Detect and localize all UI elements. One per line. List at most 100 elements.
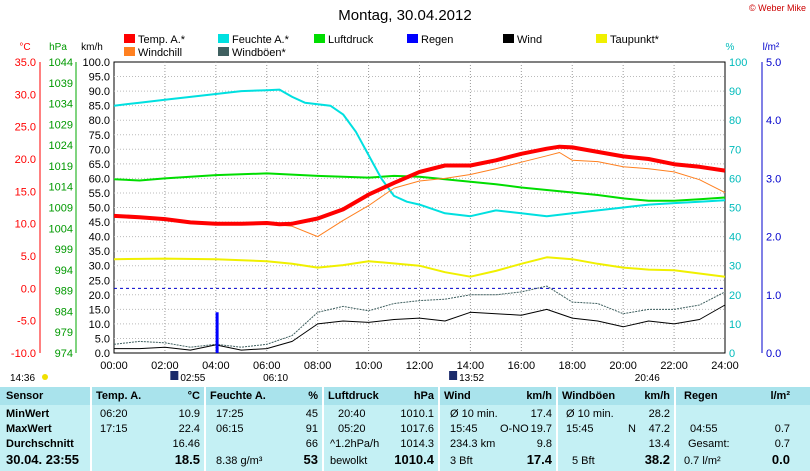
pressure-tick-label: 1014 bbox=[49, 182, 73, 194]
current-label: 30.04. 23:55 bbox=[6, 452, 80, 467]
min-label: MinWert bbox=[6, 408, 50, 420]
stats-table: Sensor MinWert MaxWert Durchschnitt 30.0… bbox=[0, 387, 810, 471]
feuchte-absolute: 8.38 g/m³ bbox=[216, 455, 263, 467]
wind-tick-label: 55.0 bbox=[89, 188, 110, 200]
x-tick-label: 08:00 bbox=[304, 360, 332, 372]
wind-tick-label: 0.0 bbox=[95, 348, 110, 360]
legend-label-regen: Regen bbox=[421, 34, 453, 46]
legend-swatch-windchill bbox=[124, 47, 135, 56]
series-luftdruck bbox=[113, 172, 726, 202]
grid bbox=[114, 62, 725, 353]
humidity-tick-label: 70 bbox=[729, 144, 741, 156]
sun-marker bbox=[42, 374, 48, 380]
pressure-tick-label: 1034 bbox=[49, 99, 73, 111]
windboeen-avg10-value: 28.2 bbox=[648, 408, 670, 420]
series-temp-a bbox=[113, 144, 726, 227]
stats-col-temp: Temp. A. °C 06:20 10.9 17:15 22.4 16.46 … bbox=[92, 387, 204, 471]
windboeen-header: Windböen bbox=[562, 390, 616, 402]
wind-tick-label: 90.0 bbox=[89, 86, 110, 98]
wind-tick-label: 65.0 bbox=[89, 159, 110, 171]
temp-tick-label: 0.0 bbox=[21, 283, 36, 295]
pressure-tick-label: 994 bbox=[55, 265, 73, 277]
feuchte-unit: % bbox=[308, 390, 318, 402]
regen-day-sum: 0.7 l/m² bbox=[684, 455, 721, 467]
pressure-tick-label: 984 bbox=[55, 306, 73, 318]
windboeen-unit: km/h bbox=[644, 390, 670, 402]
temp-current: 18.5 bbox=[174, 452, 200, 467]
wind-max-direction: O-NO bbox=[500, 423, 529, 435]
feuchte-avg: 66 bbox=[305, 438, 318, 450]
legend: Temp. A.*Windchill Feuchte A.*Windböen* Lu… bbox=[124, 34, 660, 59]
luftdruck-avg: 1014.3 bbox=[400, 438, 434, 450]
wind-tick-label: 25.0 bbox=[89, 275, 110, 287]
rain-tick-label: 2.0 bbox=[766, 232, 781, 244]
wind-header: Wind bbox=[444, 390, 471, 402]
windboeen-avg10-label: Ø 10 min. bbox=[566, 408, 614, 420]
temp-min-value: 10.9 bbox=[178, 408, 200, 420]
wind-current: 17.4 bbox=[526, 452, 552, 467]
wind-tick-label: 45.0 bbox=[89, 217, 110, 229]
temp-tick-label: 35.0 bbox=[15, 57, 36, 69]
wind-tick-label: 60.0 bbox=[89, 173, 110, 185]
luftdruck-unit: hPa bbox=[413, 390, 434, 402]
rain-tick-label: 5.0 bbox=[766, 57, 781, 69]
regen-total-label: Gesamt: bbox=[688, 438, 730, 450]
avg-label: Durchschnitt bbox=[6, 438, 74, 450]
regen-current: 0.0 bbox=[771, 452, 790, 467]
legend-label-temp: Temp. A.* bbox=[138, 34, 186, 46]
legend-label-feuchte: Feuchte A.* bbox=[232, 34, 290, 46]
temp-tick-label: 20.0 bbox=[15, 154, 36, 166]
legend-label-windboeen: Windböen* bbox=[232, 47, 287, 59]
legend-swatch-luftdruck bbox=[314, 34, 325, 43]
annotations: 14:36 02:55 06:10 13:52 20:46 bbox=[10, 371, 660, 384]
wind-avg10-value: 17.4 bbox=[530, 408, 552, 420]
stats-col-sensor: Sensor MinWert MaxWert Durchschnitt 30.0… bbox=[0, 387, 90, 471]
rain-axis-unit: l/m² bbox=[763, 42, 780, 53]
stats-col-windboeen: Windböen km/h Ø 10 min. 28.2 15:45 N 47.… bbox=[558, 387, 674, 471]
regen-header: Regen bbox=[684, 390, 718, 402]
max-label: MaxWert bbox=[6, 423, 52, 435]
below-axis-time: 13:52 bbox=[459, 373, 484, 384]
stats-col-wind: Wind km/h Ø 10 min. 17.4 15:45 O-NO 19.7… bbox=[440, 387, 556, 471]
series-lines bbox=[113, 88, 726, 353]
x-tick-label: 12:00 bbox=[406, 360, 434, 372]
x-tick-label: 02:00 bbox=[151, 360, 179, 372]
wind-tick-label: 70.0 bbox=[89, 144, 110, 156]
pressure-tick-label: 999 bbox=[55, 244, 73, 256]
regen-max-value: 0.7 bbox=[774, 423, 790, 435]
temp-tick-label: 15.0 bbox=[15, 186, 36, 198]
x-tick-label: 16:00 bbox=[508, 360, 536, 372]
below-axis-time: 06:10 bbox=[263, 373, 288, 384]
below-axis-time: 20:46 bbox=[635, 373, 660, 384]
wind-tick-label: 10.0 bbox=[89, 319, 110, 331]
x-tick-label: 00:00 bbox=[100, 360, 128, 372]
rain-bar bbox=[215, 312, 219, 353]
wind-axis-unit: km/h bbox=[81, 42, 103, 53]
sensor-header: Sensor bbox=[6, 390, 44, 402]
temp-min-time: 06:20 bbox=[100, 408, 128, 420]
luftdruck-trend: ^1.2hPa/h bbox=[330, 438, 380, 450]
feuchte-min-time: 17:25 bbox=[216, 408, 244, 420]
bottom-left-time: 14:36 bbox=[10, 373, 35, 384]
wind-tick-label: 15.0 bbox=[89, 304, 110, 316]
axes: 00:00 02:00 04:00 06:00 08:00 10:00 12:00 14:00… bbox=[11, 57, 781, 372]
legend-label-windchill: Windchill bbox=[138, 47, 182, 59]
luftdruck-min-time: 20:40 bbox=[338, 408, 366, 420]
rain-tick-label: 1.0 bbox=[766, 290, 781, 302]
wind-tick-label: 30.0 bbox=[89, 261, 110, 273]
pressure-tick-label: 979 bbox=[55, 327, 73, 339]
wind-tick-label: 95.0 bbox=[89, 72, 110, 84]
x-tick-label: 06:00 bbox=[253, 360, 281, 372]
pressure-tick-label: 1009 bbox=[49, 203, 73, 215]
wind-avg10-label: Ø 10 min. bbox=[450, 408, 498, 420]
regen-total-value: 0.7 bbox=[774, 438, 790, 450]
humidity-tick-label: 100 bbox=[729, 57, 747, 69]
x-tick-label: 24:00 bbox=[711, 360, 739, 372]
luftdruck-max-value: 1017.6 bbox=[400, 423, 434, 435]
pressure-tick-label: 974 bbox=[55, 348, 73, 360]
feuchte-max-value: 91 bbox=[305, 423, 318, 435]
rain-tick-label: 3.0 bbox=[766, 173, 781, 185]
wind-beaufort: 3 Bft bbox=[450, 455, 473, 467]
legend-swatch-wind bbox=[503, 34, 514, 43]
moon-icon bbox=[170, 371, 179, 380]
